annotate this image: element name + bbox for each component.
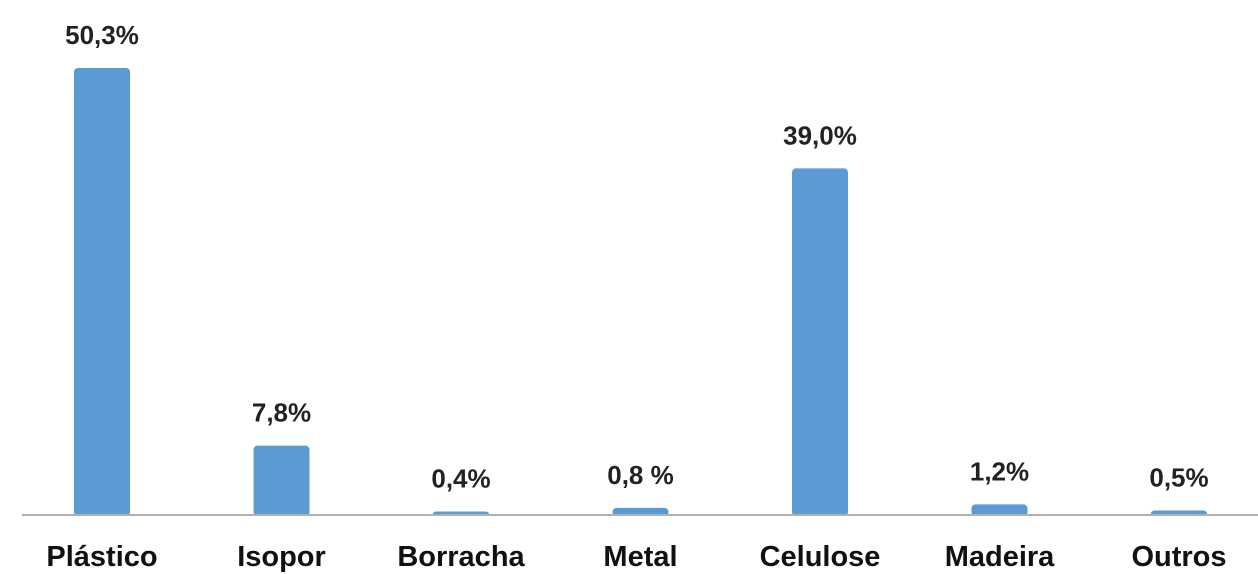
value-label: 7,8% (252, 398, 311, 428)
bar-plastico (74, 68, 130, 516)
value-label: 39,0% (783, 120, 857, 150)
category-label: Metal (603, 541, 677, 573)
value-label: 0,8 % (607, 460, 674, 490)
category-label: Borracha (397, 541, 525, 573)
category-labels-group: Plástico Isopor Borracha Metal Celulose Madei… (46, 541, 1226, 573)
value-labels-group: 50,3% 7,8% 0,4% 0,8 % 39,0% 1,2% 0,5% (65, 20, 1209, 493)
bar-metal (612, 507, 669, 516)
category-label: Outros (1131, 541, 1226, 573)
value-label: 50,3% (65, 20, 139, 50)
bar-celulose (792, 168, 848, 516)
bars-group (74, 68, 1207, 516)
bar-madeira (971, 504, 1028, 516)
value-label: 0,5% (1149, 463, 1208, 493)
bar-isopor (253, 445, 310, 516)
value-label: 0,4% (431, 463, 490, 493)
category-label: Isopor (237, 541, 326, 573)
category-label: Celulose (760, 541, 881, 573)
category-label: Plástico (46, 541, 157, 573)
value-label: 1,2% (970, 456, 1029, 486)
category-label: Madeira (945, 541, 1055, 573)
